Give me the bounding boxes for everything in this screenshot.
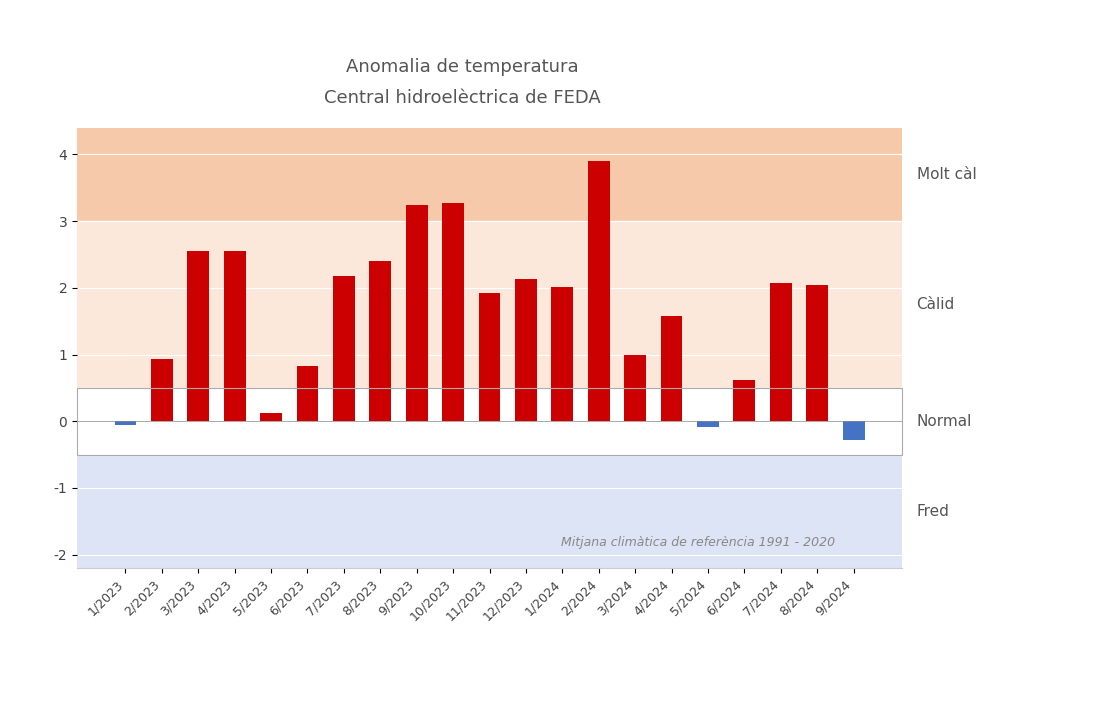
Bar [478,293,500,421]
Text: Molt càl: Molt càl [916,167,977,182]
Text: Central hidroelèctrica de FEDA: Central hidroelèctrica de FEDA [323,89,601,107]
Bar [843,421,865,440]
Bar [587,161,609,421]
Bar [515,278,537,421]
Bar [370,261,392,421]
Bar [223,251,245,421]
Bar [333,276,355,421]
Text: Càlid: Càlid [916,297,955,312]
Bar [260,413,282,421]
Bar [187,251,209,421]
Bar [77,128,902,222]
Bar [697,421,719,427]
Bar [551,287,573,421]
Bar [406,204,428,421]
Bar [624,354,646,421]
Bar [734,380,756,421]
Bar [114,421,136,425]
Text: Normal: Normal [916,414,972,429]
Bar [77,388,902,454]
Bar [77,454,902,568]
Bar [151,359,173,421]
Bar [442,203,464,421]
Bar [77,388,902,454]
Bar [77,222,902,388]
Text: Anomalia de temperatura: Anomalia de temperatura [345,58,579,77]
Text: Fred: Fred [916,504,949,519]
Bar [661,316,682,421]
Bar [770,283,792,421]
Bar [297,366,318,421]
Text: Mitjana climàtica de referència 1991 - 2020: Mitjana climàtica de referència 1991 - 2… [561,536,835,549]
Bar [806,285,828,421]
